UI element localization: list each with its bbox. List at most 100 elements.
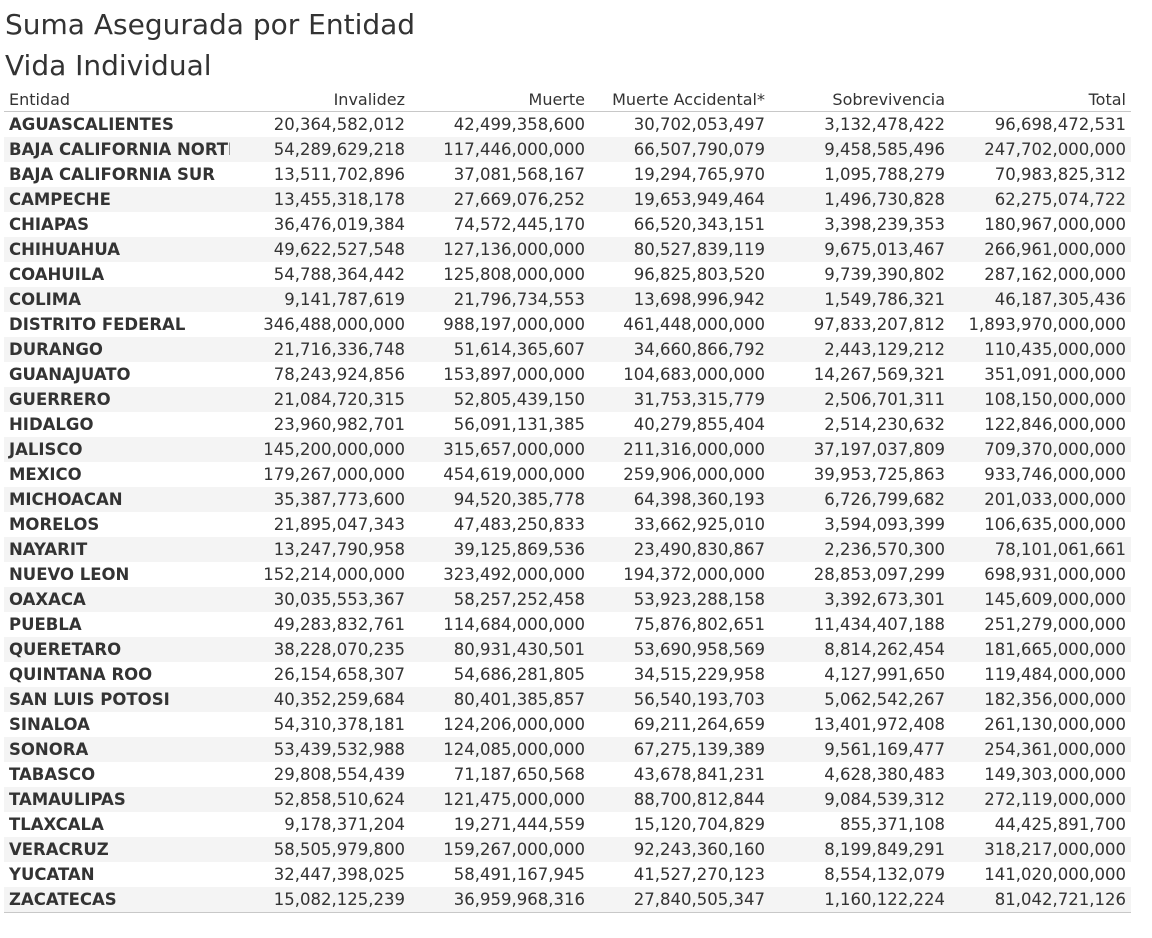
cell-total: 145,609,000,000 <box>950 587 1131 612</box>
cell-entidad: ZACATECAS <box>4 887 230 913</box>
cell-muerte: 47,483,250,833 <box>453 515 585 534</box>
table-row: PUEBLA 49,283,832,761 114,684,000,000 75,87… <box>4 612 1131 637</box>
cell-invalidez: 32,447,398,025 <box>273 865 405 884</box>
cell-invalidez: 53,439,532,988 <box>230 737 410 762</box>
column-header-entidad[interactable]: Entidad <box>4 89 230 112</box>
table-row: CHIAPAS 36,476,019,384 74,572,445,170 66,52… <box>4 212 1131 237</box>
cell-sobrevivencia: 3,594,093,399 <box>824 515 945 534</box>
cell-muerte-accidental: 19,653,949,464 <box>590 187 770 212</box>
chart-subtitle: Vida Individual <box>5 49 212 82</box>
cell-total: 108,150,000,000 <box>950 387 1131 412</box>
table-row: SONORA 53,439,532,988 124,085,000,000 67,27… <box>4 737 1131 762</box>
cell-muerte-accidental: 66,520,343,151 <box>633 215 765 234</box>
cell-entidad: MICHOACAN <box>4 487 230 512</box>
header-row: Entidad Invalidez Muerte Muerte Accident… <box>4 89 1131 112</box>
cell-total: 287,162,000,000 <box>984 265 1126 284</box>
cell-muerte: 94,520,385,778 <box>410 487 590 512</box>
cell-muerte: 58,257,252,458 <box>410 587 590 612</box>
cell-muerte: 36,959,968,316 <box>410 887 590 913</box>
cell-entidad: TAMAULIPAS <box>4 787 230 812</box>
cell-muerte-accidental: 15,120,704,829 <box>633 815 765 834</box>
cell-muerte: 125,808,000,000 <box>443 265 585 284</box>
cell-invalidez: 58,505,979,800 <box>230 837 410 862</box>
table-row: DISTRITO FEDERAL 346,488,000,000 988,197,0… <box>4 312 1131 337</box>
cell-sobrevivencia: 13,401,972,408 <box>813 715 945 734</box>
cell-total: 261,130,000,000 <box>984 715 1126 734</box>
cell-sobrevivencia: 2,506,701,311 <box>770 387 950 412</box>
cell-total: 266,961,000,000 <box>950 237 1131 262</box>
column-header-total[interactable]: Total <box>950 89 1131 112</box>
cell-muerte: 127,136,000,000 <box>410 237 590 262</box>
cell-entidad: MEXICO <box>9 465 82 484</box>
cell-muerte-accidental: 53,690,958,569 <box>590 637 770 662</box>
cell-muerte-accidental: 13,698,996,942 <box>590 287 770 312</box>
cell-total: 122,846,000,000 <box>984 415 1126 434</box>
cell-total: 110,435,000,000 <box>950 337 1131 362</box>
cell-sobrevivencia: 2,514,230,632 <box>824 415 945 434</box>
table-row: MEXICO 179,267,000,000 454,619,000,000 259,… <box>4 462 1131 487</box>
cell-muerte: 80,931,430,501 <box>410 637 590 662</box>
cell-muerte-accidental: 34,660,866,792 <box>590 337 770 362</box>
column-header-muerte[interactable]: Muerte <box>410 89 590 112</box>
cell-muerte: 124,085,000,000 <box>410 737 590 762</box>
cell-muerte: 51,614,365,607 <box>410 337 590 362</box>
cell-total: 81,042,721,126 <box>950 887 1131 913</box>
cell-sobrevivencia: 9,675,013,467 <box>770 237 950 262</box>
table-row: GUANAJUATO 78,243,924,856 153,897,000,000 1… <box>4 362 1131 387</box>
table-row: TABASCO 29,808,554,439 71,187,650,568 43,67… <box>4 762 1131 787</box>
cell-entidad: QUINTANA ROO <box>9 665 153 684</box>
cell-muerte: 323,492,000,000 <box>443 565 585 584</box>
column-header-muerte-accidental[interactable]: Muerte Accidental* <box>590 89 770 112</box>
cell-total: 201,033,000,000 <box>950 487 1131 512</box>
cell-invalidez: 38,228,070,235 <box>230 637 410 662</box>
cell-entidad: SAN LUIS POTOSI <box>4 687 230 712</box>
cell-sobrevivencia: 9,458,585,496 <box>770 137 950 162</box>
cell-entidad: CHIAPAS <box>9 215 90 234</box>
cell-total: 272,119,000,000 <box>950 787 1131 812</box>
cell-muerte-accidental: 211,316,000,000 <box>590 437 770 462</box>
cell-muerte-accidental: 67,275,139,389 <box>590 737 770 762</box>
cell-sobrevivencia: 37,197,037,809 <box>770 437 950 462</box>
cell-sobrevivencia: 6,726,799,682 <box>770 487 950 512</box>
cell-invalidez: 36,476,019,384 <box>273 215 405 234</box>
table-row: COAHUILA 54,788,364,442 125,808,000,000 96,… <box>4 262 1131 287</box>
table-row: BAJA CALIFORNIA NORTE 54,289,629,218 117,4… <box>4 137 1131 162</box>
cell-total: 70,983,825,312 <box>994 165 1126 184</box>
cell-sobrevivencia: 3,398,239,353 <box>824 215 945 234</box>
cell-invalidez: 49,283,832,761 <box>273 615 405 634</box>
cell-invalidez: 13,511,702,896 <box>273 165 405 184</box>
cell-invalidez: 152,214,000,000 <box>263 565 405 584</box>
cell-invalidez: 23,960,982,701 <box>273 415 405 434</box>
cell-sobrevivencia: 9,739,390,802 <box>824 265 945 284</box>
table-row: DURANGO 21,716,336,748 51,614,365,607 34,66… <box>4 337 1131 362</box>
table-row: SAN LUIS POTOSI 40,352,259,684 80,401,385,… <box>4 687 1131 712</box>
cell-muerte: 454,619,000,000 <box>443 465 585 484</box>
cell-sobrevivencia: 39,953,725,863 <box>813 465 945 484</box>
cell-sobrevivencia: 9,084,539,312 <box>770 787 950 812</box>
cell-total: 698,931,000,000 <box>984 565 1126 584</box>
cell-entidad: GUERRERO <box>4 387 230 412</box>
table-row: MORELOS 21,895,047,343 47,483,250,833 33,66… <box>4 512 1131 537</box>
cell-invalidez: 21,716,336,748 <box>230 337 410 362</box>
cell-total: 318,217,000,000 <box>950 837 1131 862</box>
cell-invalidez: 13,247,790,958 <box>230 537 410 562</box>
table-row: NAYARIT 13,247,790,958 39,125,869,536 23,49… <box>4 537 1131 562</box>
cell-invalidez: 26,154,658,307 <box>273 665 405 684</box>
cell-sobrevivencia: 9,561,169,477 <box>770 737 950 762</box>
table-row: GUERRERO 21,084,720,315 52,805,439,150 31,7… <box>4 387 1131 412</box>
cell-muerte-accidental: 30,702,053,497 <box>633 115 765 134</box>
cell-entidad: CHIHUAHUA <box>4 237 230 262</box>
cell-entidad: BAJA CALIFORNIA SUR <box>9 165 215 184</box>
table-row: AGUASCALIENTES 20,364,582,012 42,499,358,6… <box>4 112 1131 138</box>
cell-total: 62,275,074,722 <box>950 187 1131 212</box>
column-header-invalidez[interactable]: Invalidez <box>230 89 410 112</box>
cell-invalidez: 179,267,000,000 <box>263 465 405 484</box>
cell-muerte-accidental: 92,243,360,160 <box>590 837 770 862</box>
cell-sobrevivencia: 8,814,262,454 <box>770 637 950 662</box>
table-row: JALISCO 145,200,000,000 315,657,000,000 211… <box>4 437 1131 462</box>
column-header-sobrevivencia[interactable]: Sobrevivencia <box>770 89 950 112</box>
cell-entidad: CAMPECHE <box>4 187 230 212</box>
cell-invalidez: 21,084,720,315 <box>230 387 410 412</box>
table-row: HIDALGO 23,960,982,701 56,091,131,385 40,27… <box>4 412 1131 437</box>
table-row: BAJA CALIFORNIA SUR 13,511,702,896 37,081,… <box>4 162 1131 187</box>
